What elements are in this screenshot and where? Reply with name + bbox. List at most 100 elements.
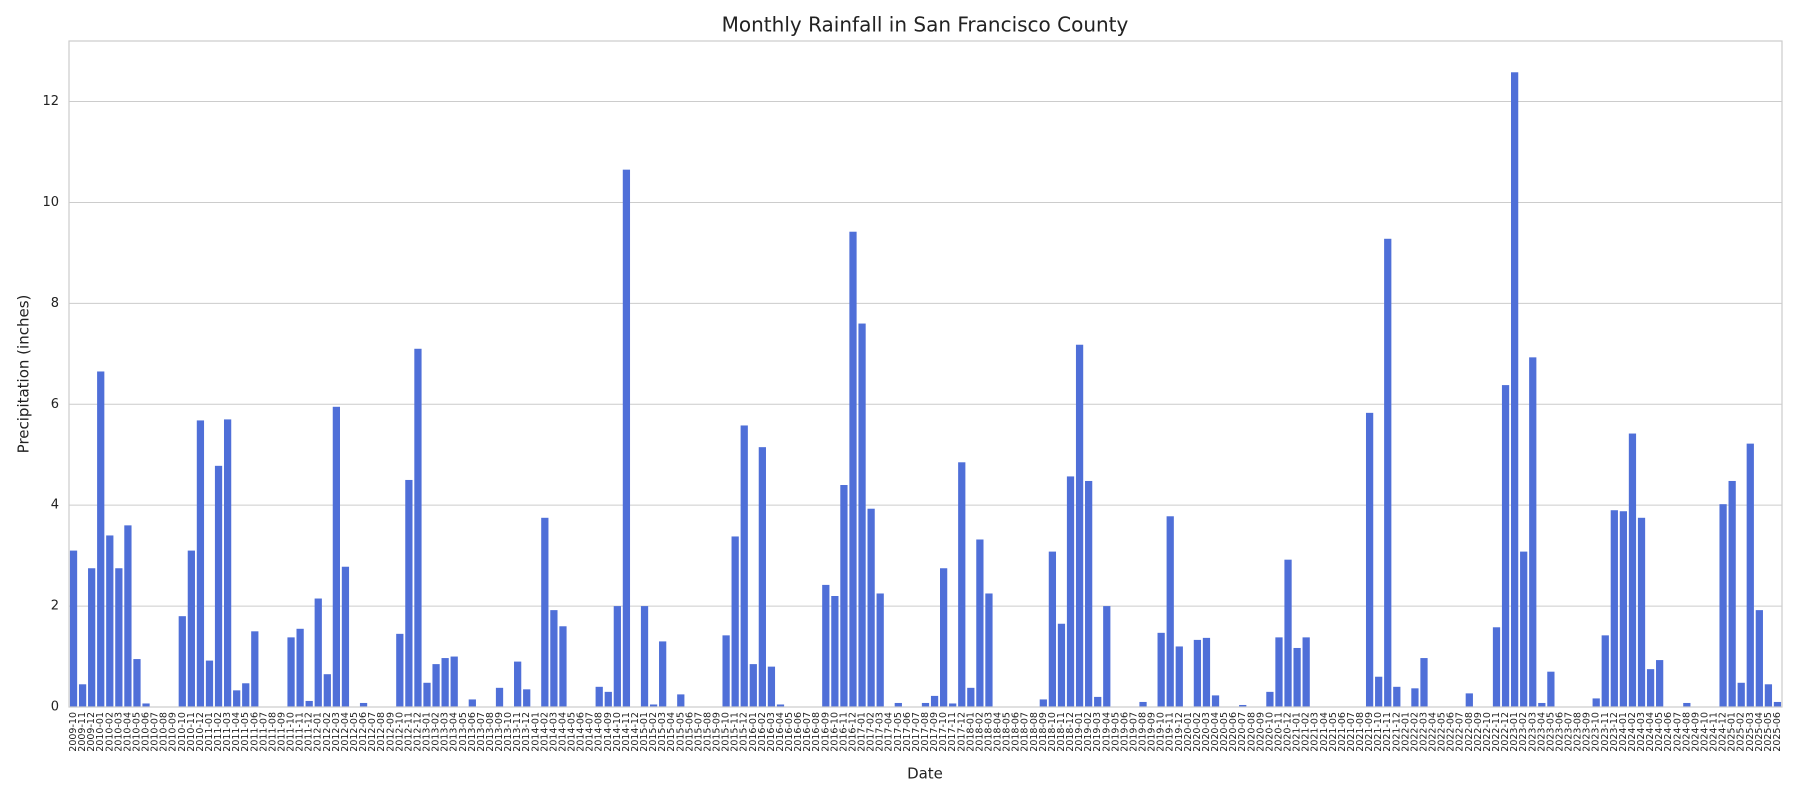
x-tick-label: 2023-07 xyxy=(1564,712,1575,752)
bar xyxy=(1384,238,1392,708)
x-tick-label: 2023-01 xyxy=(1509,712,1520,752)
x-tick-label: 2019-11 xyxy=(1165,712,1176,752)
x-tick-label: 2012-10 xyxy=(394,712,405,752)
bar xyxy=(559,626,567,707)
bar xyxy=(97,371,105,707)
x-tick-label: 2010-04 xyxy=(122,712,133,752)
x-tick-label: 2020-12 xyxy=(1283,712,1294,752)
bar xyxy=(776,704,785,707)
x-tick-label: 2023-10 xyxy=(1591,712,1602,752)
bar xyxy=(178,616,186,707)
x-tick-label: 2016-05 xyxy=(784,712,795,752)
bar xyxy=(1746,443,1754,707)
x-tick-label: 2014-01 xyxy=(530,712,541,752)
y-tick-label: 10 xyxy=(42,195,59,210)
bar xyxy=(1075,344,1084,707)
x-tick-label: 2014-12 xyxy=(630,712,641,752)
bar xyxy=(1511,72,1519,708)
x-tick-label: 2021-01 xyxy=(1292,712,1303,752)
bar xyxy=(495,687,504,707)
bar xyxy=(242,683,250,707)
x-tick-label: 2014-02 xyxy=(539,712,550,752)
x-tick-label: 2010-03 xyxy=(113,712,124,752)
x-tick-label: 2014-06 xyxy=(576,712,587,752)
x-tick-label: 2025-03 xyxy=(1745,712,1756,752)
x-tick-label: 2014-08 xyxy=(594,712,605,752)
x-tick-label: 2020-09 xyxy=(1255,712,1266,752)
x-tick-label: 2012-08 xyxy=(376,712,387,752)
x-tick-label: 2024-04 xyxy=(1645,712,1656,752)
bar xyxy=(722,635,730,707)
bar xyxy=(1057,623,1066,707)
x-tick-label: 2017-07 xyxy=(911,712,922,752)
x-tick-label: 2020-11 xyxy=(1273,712,1284,752)
bar xyxy=(640,606,649,707)
x-tick-label: 2022-04 xyxy=(1428,712,1439,752)
x-tick-label: 2022-10 xyxy=(1482,712,1493,752)
x-tick-label: 2015-05 xyxy=(675,712,686,752)
bar xyxy=(142,703,150,707)
bar xyxy=(88,568,96,707)
bar xyxy=(541,517,549,707)
bar xyxy=(78,684,87,707)
bar xyxy=(423,682,431,707)
x-tick-label: 2012-02 xyxy=(322,712,333,752)
bar xyxy=(849,231,857,707)
x-tick-label: 2016-08 xyxy=(811,712,822,752)
bar xyxy=(1293,647,1301,707)
bar xyxy=(976,539,984,707)
x-tick-label: 2018-05 xyxy=(1002,712,1013,752)
x-tick-label: 2011-11 xyxy=(295,712,306,752)
x-tick-label: 2021-11 xyxy=(1382,712,1393,752)
x-tick-label: 2023-06 xyxy=(1554,712,1565,752)
bar xyxy=(876,593,884,707)
x-tick-label: 2019-10 xyxy=(1156,712,1167,752)
y-tick-label: 12 xyxy=(42,94,59,109)
x-tick-label: 2018-04 xyxy=(993,712,1004,752)
y-tick-label: 2 xyxy=(51,599,59,614)
bar xyxy=(1646,669,1655,707)
bar xyxy=(1773,701,1782,707)
x-tick-label: 2015-02 xyxy=(648,712,659,752)
bar xyxy=(622,169,631,708)
bar xyxy=(858,323,866,707)
x-tick-label: 2022-09 xyxy=(1473,712,1484,752)
y-tick-label: 0 xyxy=(51,700,59,715)
x-tick-label: 2015-07 xyxy=(693,712,704,752)
x-tick-label: 2022-11 xyxy=(1491,712,1502,752)
x-tick-label: 2014-05 xyxy=(567,712,578,752)
bar xyxy=(894,702,902,707)
x-tick-label: 2013-10 xyxy=(503,712,514,752)
bar xyxy=(1538,702,1546,707)
x-tick-label: 2010-12 xyxy=(195,712,206,752)
x-tick-label: 2011-07 xyxy=(258,712,269,752)
x-tick-label: 2020-10 xyxy=(1264,712,1275,752)
bar xyxy=(595,686,603,707)
x-tick-label: 2025-02 xyxy=(1736,712,1747,752)
x-tick-label: 2018-10 xyxy=(1047,712,1058,752)
x-tick-label: 2024-03 xyxy=(1636,712,1647,752)
x-tick-label: 2023-12 xyxy=(1609,712,1620,752)
x-tick-label: 2020-04 xyxy=(1210,712,1221,752)
x-tick-label: 2019-12 xyxy=(1174,712,1185,752)
bar xyxy=(359,702,368,707)
bar xyxy=(758,447,766,707)
x-tick-label: 2021-06 xyxy=(1337,712,1348,752)
x-tick-label: 2018-09 xyxy=(1038,712,1049,752)
bar xyxy=(1601,635,1609,707)
bar xyxy=(767,666,776,707)
x-tick-label: 2013-01 xyxy=(422,712,433,752)
x-tick-label: 2011-10 xyxy=(286,712,297,752)
x-tick-label: 2015-11 xyxy=(730,712,741,752)
bar xyxy=(1284,559,1292,707)
bar xyxy=(514,661,522,707)
x-tick-label: 2012-04 xyxy=(340,712,351,752)
x-tick-label: 2017-10 xyxy=(938,712,949,752)
bar xyxy=(958,462,966,707)
bar xyxy=(1547,671,1555,707)
y-axis-label: Precipitation (inches) xyxy=(15,295,33,454)
x-tick-label: 2018-01 xyxy=(965,712,976,752)
x-tick-label: 2011-12 xyxy=(304,712,315,752)
x-tick-label: 2024-07 xyxy=(1672,712,1683,752)
x-tick-label: 2012-09 xyxy=(385,712,396,752)
